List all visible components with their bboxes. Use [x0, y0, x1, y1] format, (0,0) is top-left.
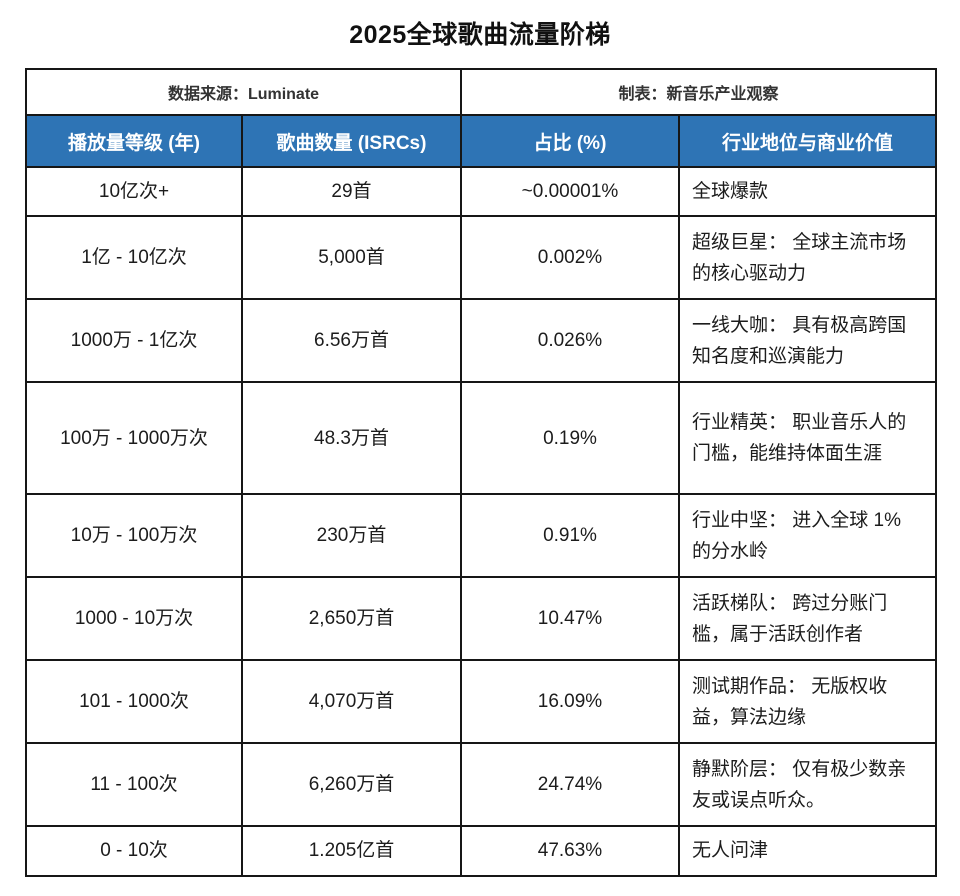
cell-tier: 1000 - 10万次	[25, 576, 243, 662]
cell-songs: 1.205亿首	[241, 825, 462, 877]
column-header-tier: 播放量等级 (年)	[25, 114, 243, 168]
streaming-tier-table: 数据来源：Luminate 制表：新音乐产业观察 播放量等级 (年) 歌曲数量 …	[25, 68, 938, 877]
table-row: 1亿 - 10亿次 5,000首 0.002% 超级巨星： 全球主流市场的核心驱…	[25, 215, 938, 301]
cell-tier: 101 - 1000次	[25, 659, 243, 745]
table-row: 101 - 1000次 4,070万首 16.09% 测试期作品： 无版权收益，…	[25, 659, 938, 745]
page-title: 2025全球歌曲流量阶梯	[349, 21, 611, 49]
table-row: 11 - 100次 6,260万首 24.74% 静默阶层： 仅有极少数亲友或误…	[25, 742, 938, 828]
cell-share: 24.74%	[460, 742, 680, 828]
cell-songs: 6.56万首	[241, 298, 462, 384]
cell-tier: 0 - 10次	[25, 825, 243, 877]
cell-status: 测试期作品： 无版权收益，算法边缘	[677, 659, 938, 745]
meta-row: 数据来源：Luminate 制表：新音乐产业观察	[25, 68, 938, 116]
cell-tier: 1000万 - 1亿次	[25, 298, 243, 384]
table-row: 10万 - 100万次 230万首 0.91% 行业中坚： 进入全球 1% 的分…	[25, 493, 938, 579]
cell-status: 超级巨星： 全球主流市场的核心驱动力	[677, 215, 938, 301]
table-row: 100万 - 1000万次 48.3万首 0.19% 行业精英： 职业音乐人的门…	[25, 381, 938, 496]
column-header-share: 占比 (%)	[460, 114, 680, 168]
cell-tier: 11 - 100次	[25, 742, 243, 828]
cell-status: 行业精英： 职业音乐人的门槛，能维持体面生涯	[677, 381, 938, 496]
cell-share: 10.47%	[460, 576, 680, 662]
cell-tier: 100万 - 1000万次	[25, 381, 243, 496]
cell-status: 一线大咖： 具有极高跨国知名度和巡演能力	[677, 298, 938, 384]
cell-status: 活跃梯队： 跨过分账门槛，属于活跃创作者	[677, 576, 938, 662]
table-header-row: 播放量等级 (年) 歌曲数量 (ISRCs) 占比 (%) 行业地位与商业价值	[25, 114, 938, 168]
cell-share: 0.026%	[460, 298, 680, 384]
cell-songs: 230万首	[241, 493, 462, 579]
cell-share: 16.09%	[460, 659, 680, 745]
cell-status: 无人问津	[677, 825, 938, 877]
column-header-status: 行业地位与商业价值	[677, 114, 938, 168]
data-source-label: 数据来源：Luminate	[25, 68, 462, 116]
cell-songs: 29首	[241, 165, 462, 218]
cell-tier: 10亿次+	[25, 165, 243, 218]
table-row: 1000万 - 1亿次 6.56万首 0.026% 一线大咖： 具有极高跨国知名…	[25, 298, 938, 384]
cell-songs: 48.3万首	[241, 381, 462, 496]
table-row: 10亿次+ 29首 ~0.00001% 全球爆款	[25, 165, 938, 218]
cell-tier: 10万 - 100万次	[25, 493, 243, 579]
cell-songs: 4,070万首	[241, 659, 462, 745]
cell-status: 全球爆款	[677, 165, 938, 218]
cell-status: 静默阶层： 仅有极少数亲友或误点听众。	[677, 742, 938, 828]
cell-tier: 1亿 - 10亿次	[25, 215, 243, 301]
credit-label: 制表：新音乐产业观察	[459, 68, 938, 116]
cell-status: 行业中坚： 进入全球 1% 的分水岭	[677, 493, 938, 579]
cell-share: 0.91%	[460, 493, 680, 579]
table-row: 1000 - 10万次 2,650万首 10.47% 活跃梯队： 跨过分账门槛，…	[25, 576, 938, 662]
column-header-songs: 歌曲数量 (ISRCs)	[241, 114, 462, 168]
cell-songs: 2,650万首	[241, 576, 462, 662]
cell-share: 0.002%	[460, 215, 680, 301]
cell-share: 47.63%	[460, 825, 680, 877]
table-row: 0 - 10次 1.205亿首 47.63% 无人问津	[25, 825, 938, 877]
cell-songs: 5,000首	[241, 215, 462, 301]
cell-songs: 6,260万首	[241, 742, 462, 828]
cell-share: 0.19%	[460, 381, 680, 496]
cell-share: ~0.00001%	[460, 165, 680, 218]
